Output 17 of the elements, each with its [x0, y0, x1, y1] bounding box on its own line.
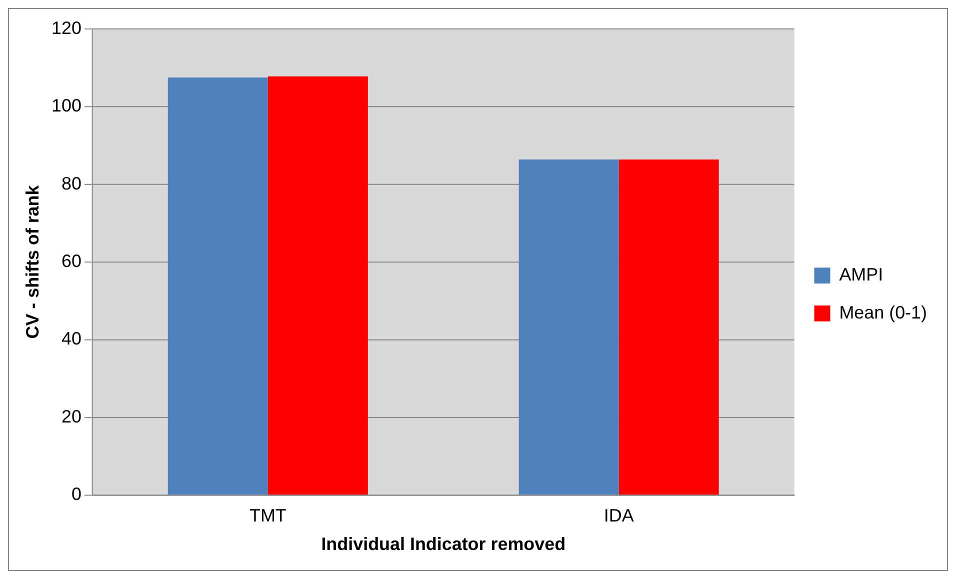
x-tick-label: IDA — [604, 506, 634, 526]
bar — [168, 77, 268, 495]
bar — [518, 159, 619, 495]
y-tick-label: 60 — [62, 250, 82, 271]
bar — [268, 76, 368, 495]
y-axis-title: CV - shifts of rank — [22, 185, 43, 339]
y-tick-label: 20 — [62, 406, 82, 426]
legend-label: Mean (0-1) — [839, 302, 927, 322]
y-tick-label: 0 — [71, 484, 82, 504]
y-tick-label: 80 — [62, 173, 82, 194]
y-tick-label: 120 — [52, 18, 82, 38]
bar — [618, 159, 719, 495]
legend-label: AMPI — [839, 264, 884, 284]
x-tick-label: TMT — [249, 506, 286, 526]
x-axis-title: Individual Indicator removed — [321, 534, 566, 554]
y-tick-label: 40 — [62, 328, 82, 349]
y-tick-label: 100 — [52, 96, 82, 116]
